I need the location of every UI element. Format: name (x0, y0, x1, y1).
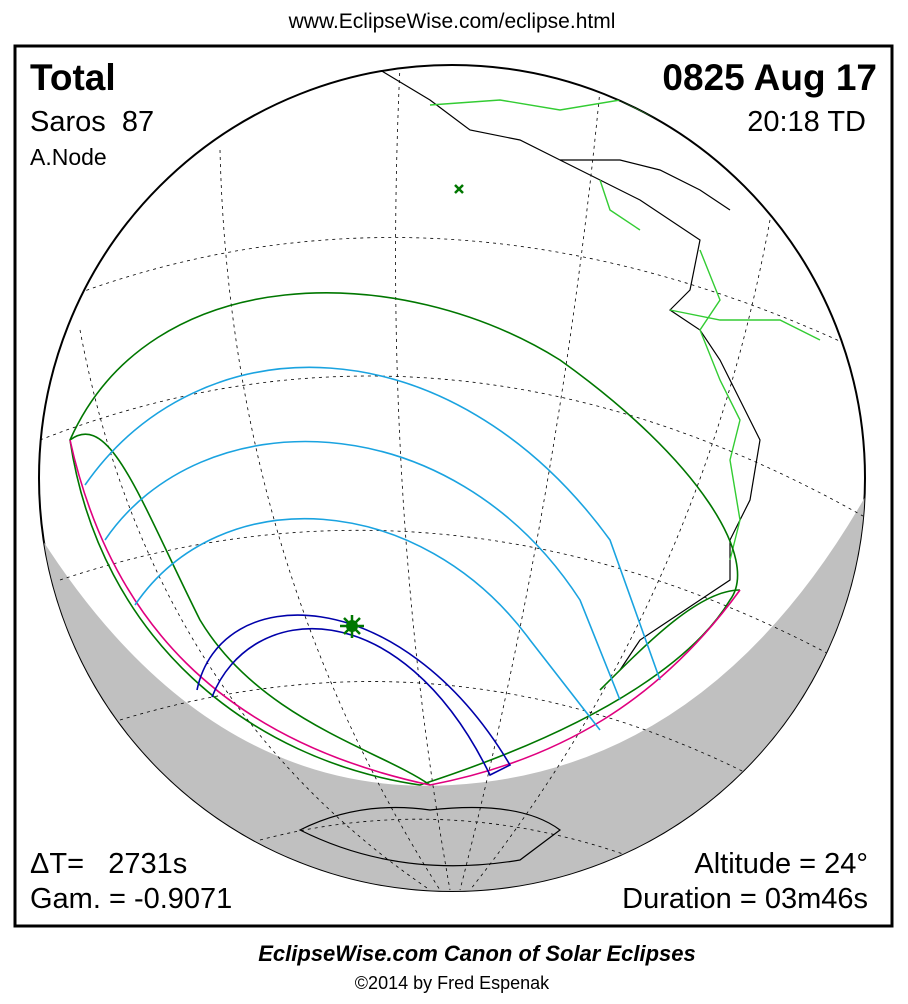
altitude: Altitude = 24° (694, 848, 868, 880)
footer-title: EclipseWise.com Canon of Solar Eclipses (258, 941, 696, 966)
duration: Duration = 03m46s (622, 883, 868, 915)
eclipse-curves (69, 292, 741, 786)
gamma: Gam. = -0.9071 (30, 883, 232, 915)
date: 0825 Aug 17 (662, 57, 877, 98)
night-side (39, 470, 865, 891)
footer-credit: ©2014 by Fred Espenak (355, 973, 550, 993)
url: www.EclipseWise.com/eclipse.html (288, 10, 616, 33)
delta-t: ΔT= 2731s (30, 848, 187, 880)
time: 20:18 TD (747, 106, 866, 138)
node: A.Node (30, 144, 107, 170)
eclipse-type: Total (30, 57, 116, 98)
globe (38, 64, 866, 892)
saros: Saros 87 (30, 106, 154, 138)
frame (13, 44, 894, 928)
greatest-eclipse-marker (454, 184, 464, 194)
sun-center (346, 620, 358, 632)
graticule (39, 65, 865, 891)
